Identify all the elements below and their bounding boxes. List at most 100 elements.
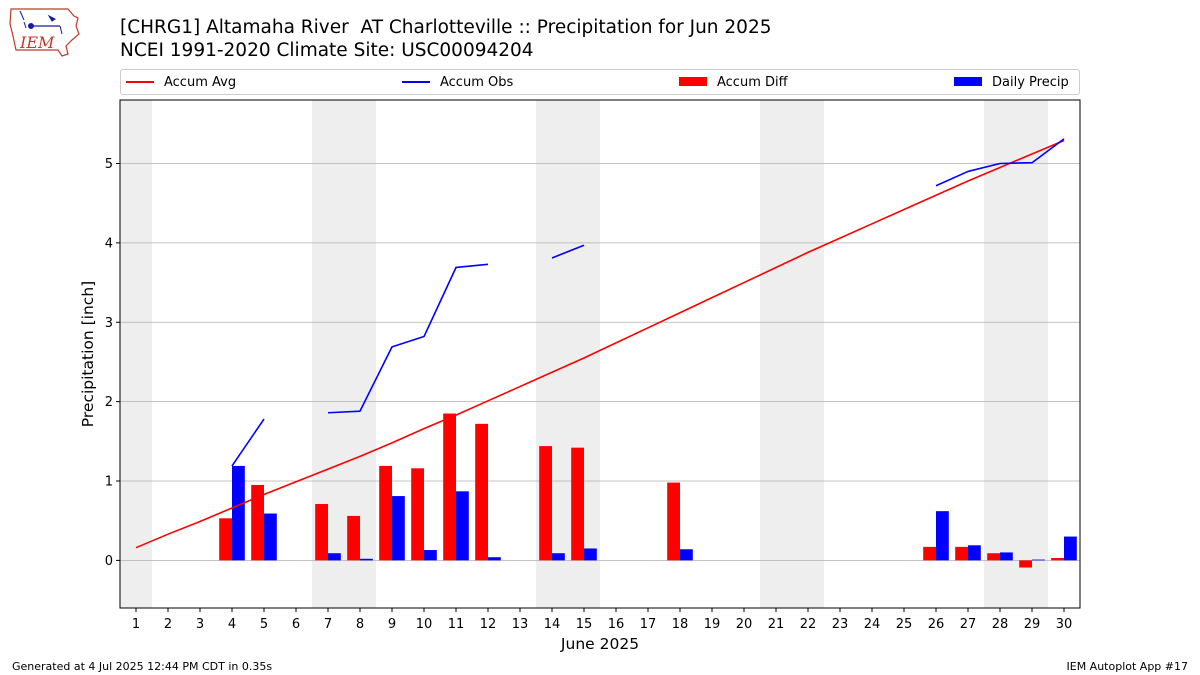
weekend-shade — [984, 100, 1048, 608]
daily-precip-bar — [584, 548, 597, 561]
y-tick-label: 4 — [105, 236, 113, 251]
y-tick-label: 1 — [105, 475, 113, 490]
daily-precip-bar — [232, 465, 245, 561]
accum-diff-bar — [379, 465, 392, 561]
x-tick-label: 2 — [164, 617, 172, 632]
weekend-shading — [120, 100, 1048, 608]
daily-precip-bar — [264, 513, 277, 561]
daily-precip-bar — [1032, 559, 1045, 561]
legend: Accum Avg Accum Obs Accum Diff Daily Pre… — [120, 69, 1080, 95]
generated-timestamp: Generated at 4 Jul 2025 12:44 PM CDT in … — [12, 660, 273, 673]
x-tick-label: 13 — [512, 617, 529, 632]
legend-label-accum-diff: Accum Diff — [717, 75, 788, 90]
x-tick-label: 24 — [864, 617, 881, 632]
plot-frame — [119, 99, 1081, 609]
accum-obs-line — [551, 244, 585, 259]
legend-item-accum-diff: Accum Diff — [679, 74, 788, 92]
y-tick-label: 0 — [105, 554, 113, 569]
daily-precip-bar — [456, 491, 469, 561]
x-tick-label: 25 — [896, 617, 913, 632]
x-tick-label: 3 — [196, 617, 204, 632]
x-tick-label: 22 — [800, 617, 817, 632]
chart-title: [CHRG1] Altamaha River AT Charlotteville… — [120, 17, 772, 38]
accum-diff-bar — [219, 518, 232, 561]
daily-precip-bar — [392, 496, 405, 561]
accum-diff-bar — [315, 504, 328, 561]
legend-label-accum-avg: Accum Avg — [164, 75, 237, 90]
accum-diff-bar — [1019, 560, 1032, 568]
bars — [219, 413, 1077, 568]
accum-diff-bar — [251, 484, 264, 561]
x-tick-label: 17 — [640, 617, 657, 632]
accum-obs-line — [327, 263, 489, 414]
accum-avg-line — [135, 139, 1065, 549]
accum-diff-bar — [923, 546, 936, 561]
accum-diff-bar — [987, 553, 1000, 561]
chart-subtitle: NCEI 1991-2020 Climate Site: USC00094204 — [120, 40, 534, 61]
x-tick-label: 12 — [480, 617, 497, 632]
legend-swatch-accum-avg — [126, 80, 154, 83]
daily-precip-bar — [488, 557, 501, 561]
x-tick-label: 21 — [768, 617, 785, 632]
x-tick-label: 23 — [832, 617, 849, 632]
daily-precip-bar — [936, 511, 949, 561]
x-tick-label: 1 — [132, 617, 140, 632]
weather-station-icon — [19, 10, 63, 35]
logo-text: IEM — [19, 33, 55, 52]
iowa-outline-icon — [9, 8, 80, 57]
accum-diff-bar — [411, 468, 424, 561]
daily-precip-bar — [680, 549, 693, 561]
app-label: IEM Autoplot App #17 — [1066, 660, 1189, 673]
x-tick-label: 9 — [388, 617, 396, 632]
weekend-shade — [760, 100, 824, 608]
x-tick-label: 6 — [292, 617, 300, 632]
legend-swatch-daily-precip — [954, 77, 982, 86]
x-tick-label: 11 — [448, 617, 465, 632]
accum-diff-bar — [571, 447, 584, 561]
accum-obs-line — [935, 138, 1065, 187]
accum-diff-bar — [539, 446, 552, 561]
x-tick-label: 8 — [356, 617, 364, 632]
legend-item-accum-obs: Accum Obs — [402, 74, 513, 92]
x-tick-label: 20 — [736, 617, 753, 632]
accum-diff-bar — [347, 515, 360, 561]
legend-swatch-accum-diff — [679, 77, 707, 86]
daily-precip-bar — [1064, 536, 1077, 561]
y-tick-label: 3 — [105, 316, 113, 331]
x-tick-label: 29 — [1024, 617, 1041, 632]
accum-diff-bar — [1051, 557, 1064, 561]
x-tick-label: 30 — [1056, 617, 1073, 632]
iem-logo: IEM — [9, 8, 80, 57]
lines — [135, 138, 1065, 549]
y-tick-label: 2 — [105, 395, 113, 410]
x-tick-label: 19 — [704, 617, 721, 632]
x-tick-label: 16 — [608, 617, 625, 632]
accum-diff-bar — [443, 413, 456, 561]
daily-precip-bar — [1000, 552, 1013, 561]
accum-obs-line — [231, 418, 265, 467]
x-tick-label: 14 — [544, 617, 561, 632]
legend-swatch-accum-obs — [402, 80, 430, 83]
x-axis-label: June 2025 — [560, 635, 639, 653]
y-axis-label: Precipitation [inch] — [79, 281, 97, 427]
weekend-shade — [120, 100, 152, 608]
x-tick-label: 26 — [928, 617, 945, 632]
accum-diff-bar — [475, 423, 488, 561]
grid-lines — [120, 163, 1080, 561]
y-tick-label: 5 — [105, 157, 113, 172]
daily-precip-bar — [328, 553, 341, 561]
legend-label-accum-obs: Accum Obs — [440, 75, 514, 90]
accum-diff-bar — [955, 546, 968, 561]
x-tick-label: 27 — [960, 617, 977, 632]
x-tick-label: 5 — [260, 617, 268, 632]
accum-diff-bar — [667, 482, 680, 561]
daily-precip-bar — [968, 545, 981, 561]
x-tick-label: 10 — [416, 617, 433, 632]
x-tick-label: 4 — [228, 617, 236, 632]
legend-label-daily-precip: Daily Precip — [992, 75, 1069, 90]
x-tick-label: 18 — [672, 617, 689, 632]
legend-item-daily-precip: Daily Precip — [954, 74, 1069, 92]
x-tick-label: 28 — [992, 617, 1009, 632]
